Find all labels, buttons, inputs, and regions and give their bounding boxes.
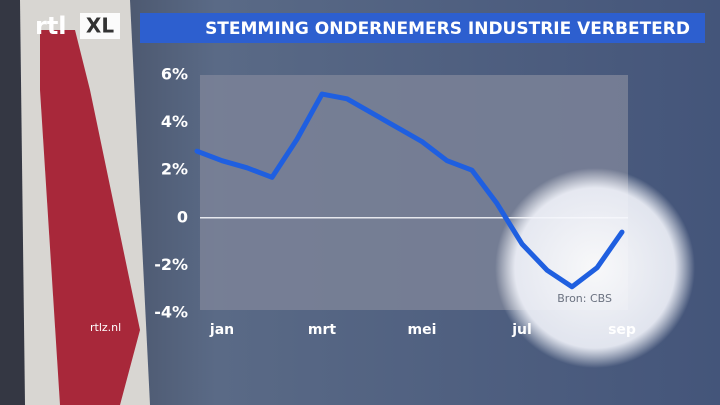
x-tick-label: jul	[511, 322, 532, 338]
source: Bron: CBS	[557, 292, 612, 305]
jacket	[0, 0, 25, 405]
title-bar	[140, 13, 705, 43]
x-tick-label: mrt	[308, 322, 336, 338]
y-tick-label: -4%	[154, 303, 188, 322]
x-tick-label: jan	[209, 322, 234, 338]
line-series	[194, 91, 625, 290]
watermark: rtlz.nl	[90, 321, 121, 334]
y-tick-label: 0	[177, 207, 188, 226]
y-tick-label: 6%	[161, 65, 188, 84]
y-tick-label: 2%	[161, 160, 188, 179]
x-tick-label: mei	[408, 322, 437, 338]
x-tick-label: sep	[608, 322, 636, 338]
logo: rtl	[35, 12, 67, 40]
y-tick-label: 4%	[161, 112, 188, 131]
logo-badge: XL	[86, 14, 114, 38]
y-tick-label: -2%	[154, 255, 188, 274]
tie	[40, 30, 140, 405]
chart-title: STEMMING ONDERNEMERS INDUSTRIE VERBETERD	[205, 19, 690, 39]
logo-badge-box	[80, 13, 120, 39]
